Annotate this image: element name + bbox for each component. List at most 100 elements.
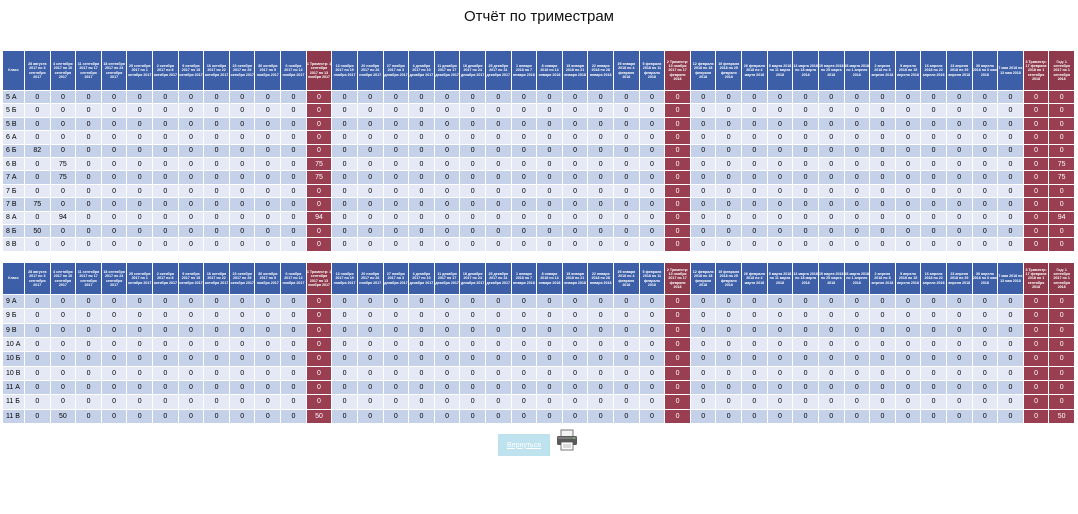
column-header-week: 9 апреля 2018 по 15 апреля 2018 — [894, 50, 922, 91]
back-button[interactable]: Вернуться — [498, 434, 550, 456]
value-cell: 0 — [382, 379, 410, 396]
value-cell: 0 — [817, 89, 845, 105]
class-name-cell: 11 Б — [2, 394, 25, 410]
value-cell: 0 — [152, 157, 179, 172]
total-cell: 0 — [305, 197, 333, 212]
value-cell: 0 — [715, 308, 743, 324]
printer-icon[interactable] — [555, 428, 579, 452]
value-cell: 0 — [254, 237, 282, 252]
value-cell: 0 — [766, 89, 794, 105]
value-cell: 0 — [408, 394, 435, 410]
value-cell: 0 — [49, 116, 77, 132]
value-cell: 0 — [203, 103, 230, 118]
value-cell: 0 — [382, 365, 410, 381]
value-cell: 0 — [894, 197, 922, 212]
value-cell: 0 — [433, 293, 461, 310]
value-cell: 0 — [408, 322, 435, 338]
value-cell: 0 — [536, 224, 563, 239]
column-header-week: 20 ноября 2017 по 26 ноября 2017 — [356, 262, 384, 295]
value-cell: 0 — [613, 308, 640, 324]
value-cell: 0 — [356, 183, 384, 199]
value-cell: 0 — [945, 130, 973, 145]
value-cell: 0 — [408, 237, 435, 252]
class-name-cell: 8 В — [2, 237, 25, 252]
value-cell: 0 — [613, 170, 640, 185]
value-cell: 0 — [203, 183, 230, 199]
value-cell: 0 — [126, 157, 154, 172]
value-cell: 0 — [894, 130, 922, 145]
value-cell: 0 — [433, 89, 461, 105]
value-cell: 0 — [331, 89, 358, 105]
value-cell: 0 — [894, 170, 922, 185]
table-row: 8 Б 50 0 0 0 0 0 0 0 0 0 0 0 0 0 0 0 0 0 0 0 0 0 0 0 0 0 0 0 0 0 0 0 0 0 0 0… — [2, 224, 1075, 239]
value-cell: 0 — [817, 365, 845, 381]
value-cell: 0 — [382, 210, 410, 226]
total-cell: 0 — [305, 379, 333, 396]
value-cell: 0 — [280, 170, 307, 185]
column-header-week: 2 октября 2017 по 8 октября 2017 — [152, 262, 179, 295]
value-cell: 0 — [587, 197, 615, 212]
value-cell: 0 — [869, 103, 896, 118]
value-cell: 0 — [971, 394, 999, 410]
total-cell: 0 — [1022, 210, 1050, 226]
value-cell: 0 — [997, 116, 1024, 132]
total-cell: 0 — [664, 293, 691, 310]
value-cell: 0 — [945, 336, 973, 353]
value-cell: 0 — [997, 103, 1024, 118]
value-cell: 0 — [433, 103, 461, 118]
value-cell: 0 — [510, 197, 538, 212]
column-header-week: 2 апреля 2018 по 8 апреля 2018 — [869, 50, 896, 91]
column-header-week: 30 октября 2017 по 5 ноября 2017 — [254, 262, 282, 295]
value-cell: 0 — [331, 308, 358, 324]
value-cell: 0 — [100, 336, 128, 353]
value-cell: 0 — [75, 379, 102, 396]
total-cell: 75 — [305, 157, 333, 172]
column-header-week: 23 октября 2017 по 29 октября 2017 — [228, 50, 256, 91]
value-cell: 0 — [817, 293, 845, 310]
value-cell: 0 — [971, 130, 999, 145]
value-cell: 0 — [254, 170, 282, 185]
value-cell: 0 — [945, 394, 973, 410]
value-cell: 0 — [561, 308, 589, 324]
value-cell: 0 — [638, 157, 666, 172]
value-cell: 0 — [843, 224, 871, 239]
value-cell: 0 — [689, 293, 717, 310]
value-cell: 0 — [920, 143, 947, 159]
total-cell: 0 — [305, 308, 333, 324]
value-cell: 0 — [613, 89, 640, 105]
value-cell: 0 — [24, 237, 51, 252]
value-cell: 0 — [817, 143, 845, 159]
value-cell: 0 — [280, 116, 307, 132]
value-cell: 0 — [177, 197, 205, 212]
value-cell: 0 — [408, 308, 435, 324]
value-cell: 0 — [945, 197, 973, 212]
value-cell: 0 — [356, 143, 384, 159]
value-cell: 0 — [75, 183, 102, 199]
column-header-week: 12 марта 2018 по 18 марта 2018 — [792, 262, 819, 295]
value-cell: 0 — [689, 183, 717, 199]
value-cell: 0 — [331, 351, 358, 367]
value-cell: 0 — [766, 103, 794, 118]
value-cell: 0 — [920, 394, 947, 410]
value-cell: 0 — [920, 210, 947, 226]
value-cell: 0 — [24, 157, 51, 172]
value-cell: 0 — [971, 408, 999, 425]
value-cell: 0 — [75, 116, 102, 132]
value-cell: 0 — [433, 210, 461, 226]
value-cell: 0 — [24, 210, 51, 226]
value-cell: 0 — [561, 130, 589, 145]
value-cell: 0 — [356, 89, 384, 105]
column-header-week: 18 сентября 2017 по 24 сентября 2017 — [100, 262, 128, 295]
value-cell: 0 — [382, 197, 410, 212]
value-cell: 0 — [331, 116, 358, 132]
value-cell: 0 — [382, 130, 410, 145]
total-cell: 0 — [1048, 322, 1075, 338]
value-cell: 0 — [484, 183, 512, 199]
value-cell: 0 — [613, 210, 640, 226]
value-cell: 0 — [741, 170, 768, 185]
value-cell: 0 — [356, 170, 384, 185]
total-cell: 0 — [1048, 197, 1075, 212]
value-cell: 0 — [280, 210, 307, 226]
value-cell: 0 — [638, 170, 666, 185]
value-cell: 0 — [49, 183, 77, 199]
